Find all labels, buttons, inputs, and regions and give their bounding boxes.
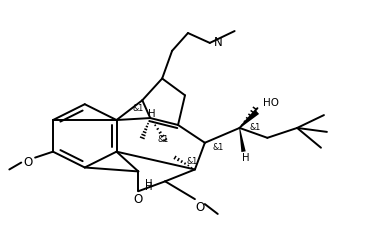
Polygon shape [239,110,259,128]
Text: &1: &1 [133,104,144,113]
Text: O: O [195,200,205,214]
Text: N: N [214,37,223,49]
Text: HO: HO [263,98,279,108]
Text: H: H [242,153,249,163]
Text: &1: &1 [250,123,261,133]
Text: H: H [149,109,156,119]
Text: &1: &1 [186,157,198,166]
Text: O: O [134,193,143,206]
Polygon shape [239,128,246,152]
Text: H: H [145,182,152,192]
Text: H: H [145,179,152,189]
Text: &1: &1 [158,135,169,144]
Text: &1: &1 [212,143,223,152]
Text: O: O [24,156,33,169]
